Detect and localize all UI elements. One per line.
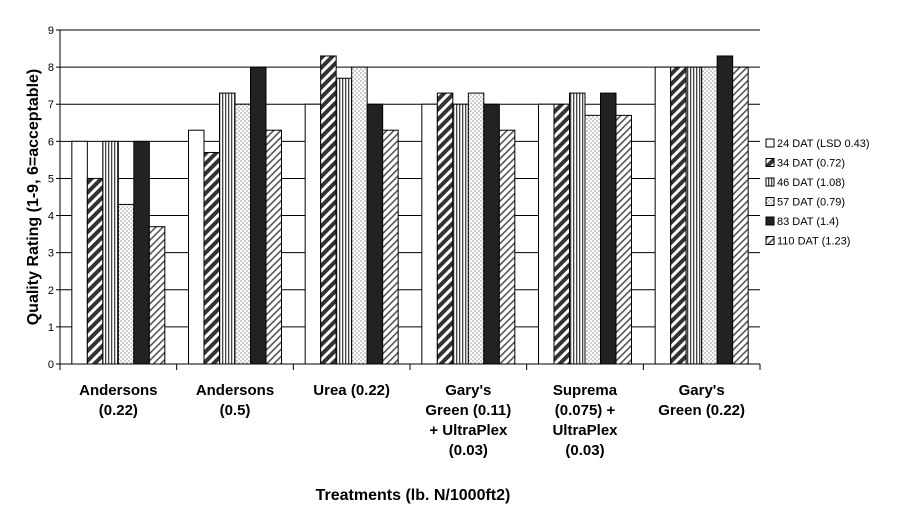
legend-swatch [765, 138, 775, 148]
y-tick-label: 5 [48, 173, 54, 185]
bar-6-2 [265, 129, 282, 365]
legend-swatch [765, 177, 775, 187]
bar-2-3 [320, 55, 337, 365]
bar-6-3 [382, 129, 399, 365]
bar-4-6 [701, 66, 718, 365]
bar-3-6 [685, 66, 703, 365]
bar-3-1 [102, 140, 119, 365]
y-tick-label: 4 [48, 211, 54, 223]
bar-1-2 [188, 129, 205, 365]
legend-label: 110 DAT (1.23) [777, 236, 850, 248]
bar-5-4 [483, 103, 500, 365]
x-category-label: Andersons (0.5) [196, 382, 274, 419]
bar-5-2 [250, 66, 267, 365]
bar-4-3 [351, 66, 368, 365]
legend-label: 24 DAT (LSD 0.43) [777, 138, 870, 150]
bar-3-4 [452, 103, 469, 365]
y-tick-label: 1 [48, 322, 54, 334]
y-tick-label: 9 [48, 25, 54, 37]
legend-swatch [765, 197, 775, 206]
legend-label: 46 DAT (1.08) [777, 177, 845, 189]
x-category-label: Gary's Green (0.22) [658, 382, 745, 419]
x-axis-title: Treatments (lb. N/1000ft2) [316, 487, 511, 504]
y-tick-labels: 0 1 2 3 4 5 6 7 8 9 [48, 25, 54, 371]
bar-5-3 [366, 103, 384, 365]
bar-2-2 [203, 151, 220, 365]
bars [71, 55, 749, 365]
bar-4-1 [117, 203, 135, 365]
bar-1-6 [654, 66, 672, 365]
bar-2-1 [86, 177, 104, 365]
bar-5-1 [133, 140, 150, 365]
bar-1-3 [304, 103, 322, 365]
bar-1-4 [421, 103, 438, 365]
bar-6-6 [732, 66, 749, 365]
bar-3-2 [219, 92, 236, 365]
y-tick-label: 3 [48, 248, 54, 260]
legend: 24 DAT (LSD 0.43) 34 DAT (0.72) 46 DAT (1.… [765, 138, 870, 248]
bar-3-5 [569, 92, 586, 365]
bar-6-4 [498, 129, 516, 365]
legend-swatch [765, 158, 775, 167]
gridlines [60, 29, 760, 328]
bar-1-5 [538, 103, 555, 365]
bar-4-4 [467, 92, 485, 365]
y-tick-label: 0 [48, 359, 54, 371]
x-category-label: Andersons (0.22) [79, 382, 157, 419]
bar-2-5 [553, 103, 570, 365]
bar-4-5 [584, 114, 601, 365]
y-tick-label: 7 [48, 99, 54, 111]
bar-4-2 [234, 103, 251, 365]
bar-6-1 [148, 226, 166, 365]
legend-label: 34 DAT (0.72) [777, 158, 845, 170]
bar-1-1 [71, 140, 88, 365]
bar-2-4 [436, 92, 454, 365]
x-category-label: Urea (0.22) [313, 382, 390, 399]
y-tick-label: 2 [48, 285, 54, 297]
category-labels: Andersons (0.22) Andersons (0.5) Urea (0.22)… [79, 382, 745, 459]
y-axis-title: Quality Rating (1-9, 6=acceptable) [25, 69, 42, 326]
legend-swatch [765, 236, 775, 245]
bar-5-6 [716, 55, 734, 365]
legend-swatch [765, 216, 775, 226]
axes [56, 29, 761, 370]
x-category-label: Gary's Green (0.11) + UltraPlex (0.03) [425, 382, 511, 459]
bar-3-3 [335, 77, 353, 365]
bar-2-6 [670, 66, 687, 365]
legend-label: 83 DAT (1.4) [777, 216, 839, 228]
y-tick-label: 8 [48, 62, 54, 74]
bar-6-5 [615, 114, 632, 365]
bar-5-5 [600, 92, 617, 365]
y-tick-label: 6 [48, 136, 54, 148]
legend-label: 57 DAT (0.79) [777, 197, 845, 209]
x-category-label: Suprema (0.075) + UltraPlex (0.03) [552, 382, 618, 459]
